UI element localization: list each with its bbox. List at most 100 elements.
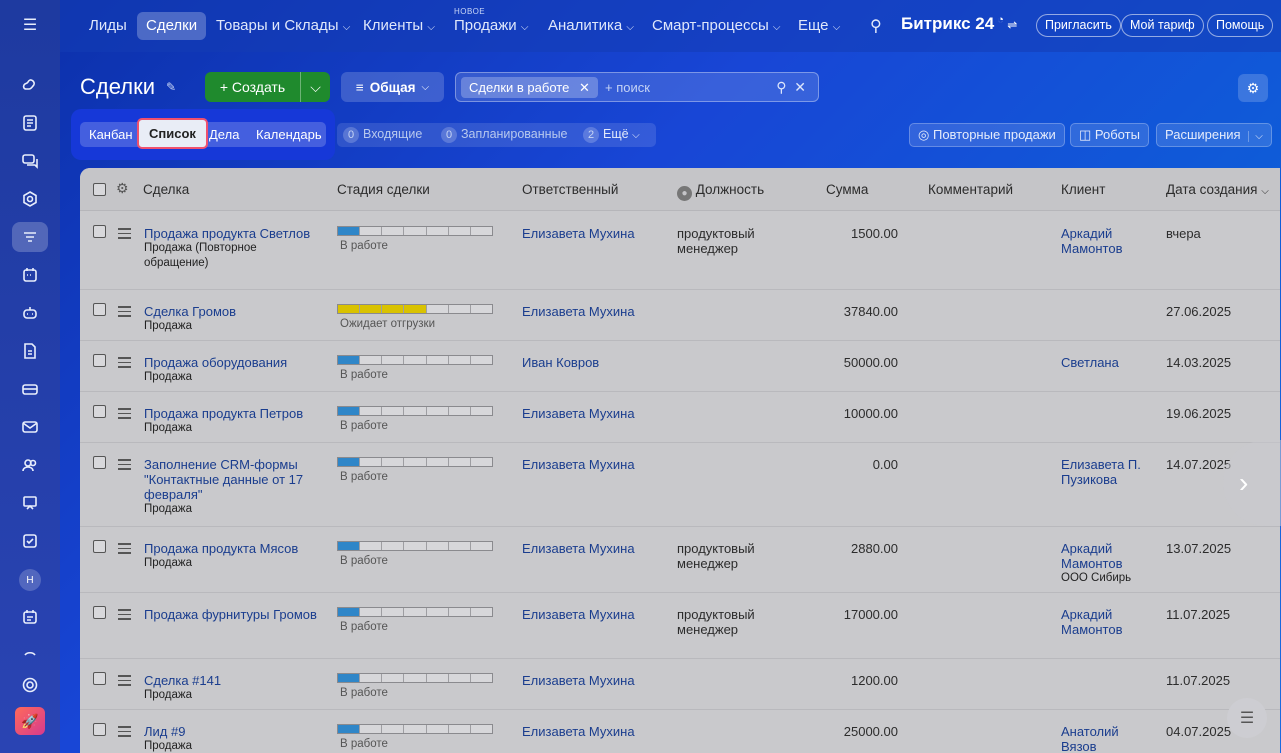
nav-smart-processes[interactable]: Смарт-процессы ⌵ [652,17,781,34]
invite-button[interactable]: Пригласить [1036,14,1121,37]
table-row[interactable]: Сделка #141 Продажа В работе Елизавета Мухи… [80,659,1280,710]
crm-funnel-icon[interactable] [12,222,48,252]
deal-title-link[interactable]: Продажа оборудования [144,355,288,370]
table-row[interactable]: Продажа оборудования Продажа В работе Иван … [80,341,1280,392]
table-row[interactable]: Продажа продукта Светлов Продажа (Повторн… [80,212,1280,290]
client-link[interactable]: Светлана [1061,355,1119,370]
deal-title-link[interactable]: Лид #9 [144,724,186,739]
repeat-sales-button[interactable]: ◎ Повторные продажи [909,123,1065,147]
robot-icon[interactable] [12,298,48,328]
chat-icon[interactable] [12,146,48,176]
feed-icon[interactable] [12,70,48,100]
gear-icon[interactable]: ⚙ [116,180,129,196]
nav-analytics[interactable]: Аналитика ⌵ [548,17,635,34]
col-owner[interactable]: Ответственный [522,182,619,197]
row-checkbox[interactable] [93,303,106,316]
drag-handle-icon[interactable] [118,543,131,557]
col-stage[interactable]: Стадия сделки [337,182,430,197]
close-icon[interactable]: ✕ [578,80,590,95]
col-created[interactable]: Дата создания ⌵ [1166,182,1269,197]
owner-link[interactable]: Елизавета Мухина [522,457,635,472]
stage-progress[interactable] [337,355,493,365]
search-icon[interactable]: ⚲ [870,18,882,35]
table-row[interactable]: Продажа фурнитуры Громов В работе Елизавет… [80,593,1280,659]
deal-title-link[interactable]: Продажа фурнитуры Громов [144,607,317,622]
robots-button[interactable]: ◫ Роботы [1070,123,1149,147]
hexagon-icon[interactable] [12,184,48,214]
owner-link[interactable]: Елизавета Мухина [522,724,635,739]
help-button[interactable]: Помощь [1207,14,1274,37]
select-all-checkbox[interactable] [93,183,106,196]
owner-link[interactable]: Елизавета Мухина [522,607,635,622]
gear-icon[interactable]: ⚙ [1238,74,1268,102]
nav-sales[interactable]: Продажи ⌵ [454,17,529,34]
drag-handle-icon[interactable] [118,459,131,473]
table-row[interactable]: Заполнение CRM-формы "Контактные данные … [80,443,1280,527]
col-client[interactable]: Клиент [1061,182,1106,197]
row-checkbox[interactable] [93,225,106,238]
avatar[interactable]: Н [12,565,48,595]
row-checkbox[interactable] [93,405,106,418]
document-icon[interactable] [12,336,48,366]
drag-handle-icon[interactable] [118,228,131,242]
counter-more[interactable]: 2 Ещё ⌵ [583,127,640,143]
extensions-button[interactable]: Расширения ⌵ [1156,123,1272,147]
filter-chip[interactable]: Сделки в работе ✕ [461,77,598,98]
row-checkbox[interactable] [93,540,106,553]
col-comment[interactable]: Комментарий [928,182,1014,197]
counter-incoming[interactable]: 0 Входящие [343,127,422,143]
chevron-down-icon[interactable]: ⌵ [300,72,330,102]
stage-progress[interactable] [337,226,493,236]
stage-progress[interactable] [337,724,493,734]
search-icon[interactable]: ⚲ [776,79,787,95]
owner-link[interactable]: Елизавета Мухина [522,541,635,556]
settings-icon[interactable] [12,670,48,700]
stage-progress[interactable] [337,673,493,683]
deal-title-link[interactable]: Сделка #141 [144,673,222,688]
drag-handle-icon[interactable] [118,408,131,422]
tab-list[interactable]: Список [137,118,208,149]
schedule-icon[interactable] [12,602,48,632]
tab-kanban[interactable]: Канбан [89,127,133,142]
client-link[interactable]: Аркадий Мамонтов [1061,226,1123,256]
deal-title-link[interactable]: Продажа продукта Светлов [144,226,311,241]
stage-progress[interactable] [337,607,493,617]
tasks-list-icon[interactable] [12,108,48,138]
deal-title-link[interactable]: Продажа продукта Петров [144,406,304,421]
table-row[interactable]: Сделка Громов Продажа Ожидает отгрузки Елиз… [80,290,1280,341]
tab-calendar[interactable]: Календарь [256,127,322,142]
nav-products[interactable]: Товары и Склады ⌵ [216,17,351,34]
rocket-icon[interactable]: 🚀 [12,706,48,736]
presentation-icon[interactable] [12,488,48,518]
brand-logo[interactable]: Битрикс 24 ◔ ⇌ [901,14,1018,33]
owner-link[interactable]: Елизавета Мухина [522,226,635,241]
contacts-icon[interactable] [12,450,48,480]
card-icon[interactable] [12,374,48,404]
tab-activities[interactable]: Дела [209,127,240,142]
deal-title-link[interactable]: Заполнение CRM-формы "Контактные данные … [144,457,304,502]
tariff-button[interactable]: Мой тариф [1121,14,1204,37]
collapse-up-icon[interactable] [12,638,48,668]
nav-clients[interactable]: Клиенты ⌵ [363,17,435,34]
stage-progress[interactable] [337,406,493,416]
client-link[interactable]: Аркадий Мамонтов [1061,607,1123,637]
col-deal[interactable]: Сделка [143,182,190,197]
client-link[interactable]: Анатолий Вязов [1061,724,1119,753]
stage-progress[interactable] [337,541,493,551]
pin-icon[interactable]: ✎ [166,80,177,94]
category-filter-button[interactable]: ≡ Общая ⌵ [341,72,444,102]
calendar-icon[interactable] [12,260,48,290]
menu-icon[interactable]: ☰ [22,17,38,34]
row-checkbox[interactable] [93,606,106,619]
create-button[interactable]: + Создать ⌵ [205,72,330,102]
mail-icon[interactable] [12,412,48,442]
col-sum[interactable]: Сумма [826,182,869,197]
row-checkbox[interactable] [93,354,106,367]
nav-deals[interactable]: Сделки [137,12,207,40]
counter-planned[interactable]: 0 Запланированные [441,127,568,143]
stage-progress[interactable] [337,304,493,314]
client-link[interactable]: Аркадий Мамонтов [1061,541,1123,571]
drag-handle-icon[interactable] [118,675,131,689]
deal-title-link[interactable]: Сделка Громов [144,304,237,319]
nav-leads[interactable]: Лиды [89,17,127,34]
